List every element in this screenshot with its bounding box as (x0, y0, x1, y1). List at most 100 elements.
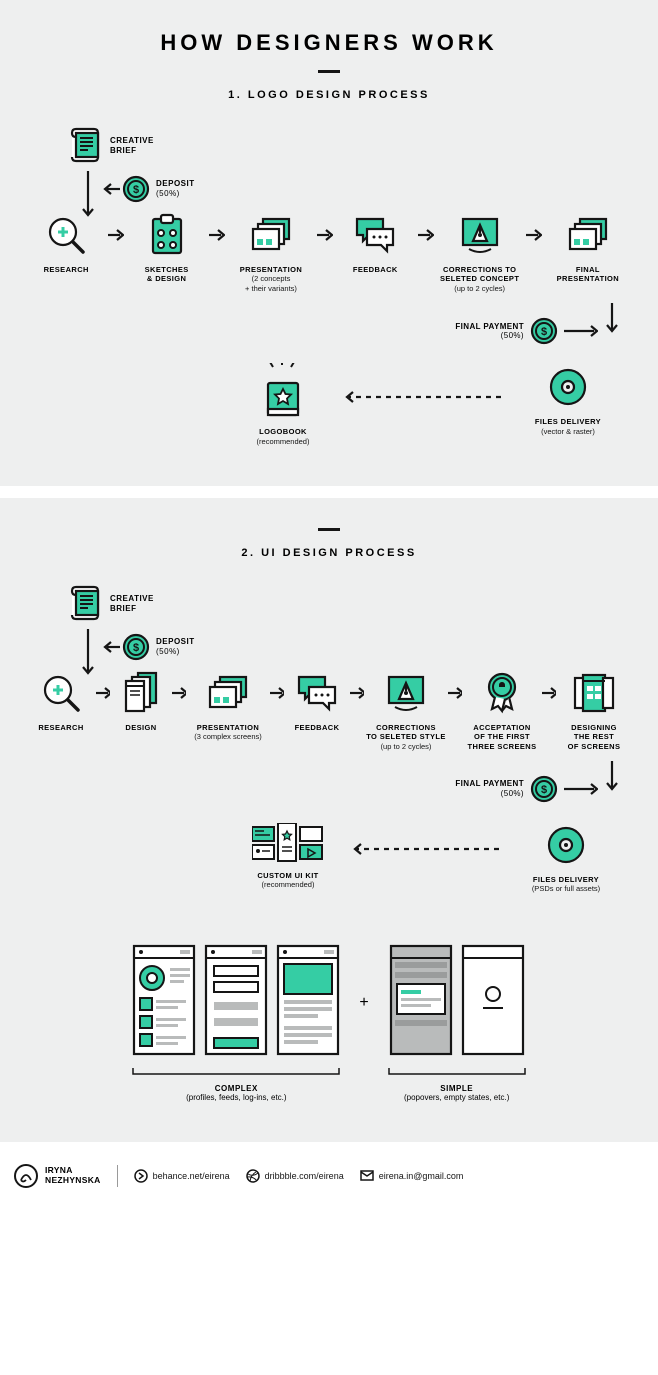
arrow-dash-left-icon (341, 391, 506, 403)
arrow-right-icon (542, 687, 556, 699)
arrow-right-icon (209, 229, 225, 241)
arrow-right-icon (270, 687, 284, 699)
brief-label: CREATIVE BRIEF (110, 594, 154, 613)
arrow-right-icon (526, 229, 542, 241)
arrow-right-icon (448, 687, 462, 699)
arrow-right-icon (317, 229, 333, 241)
badge-icon (482, 671, 522, 715)
author-logo-icon (14, 1164, 38, 1188)
screens-icon (122, 671, 160, 715)
magnifier-icon (45, 214, 87, 256)
step-rest: DESIGNING THE REST OF SCREENS (558, 669, 630, 751)
arrow-right-icon (350, 687, 364, 699)
brief-label: CREATIVE BRIEF (110, 136, 154, 155)
uikit-icon (252, 823, 324, 863)
arrow-left-icon (102, 183, 122, 195)
pen-icon (385, 673, 427, 713)
book-icon (262, 375, 304, 419)
scroll-icon (66, 585, 104, 623)
plus-sign: + (359, 994, 368, 1012)
complex-group: COMPLEX (profiles, feeds, log-ins, etc.) (131, 944, 341, 1102)
arrow-right-icon (172, 687, 186, 699)
step-acceptation: ACCEPTATION OF THE FIRST THREE SCREENS (464, 669, 540, 751)
step-presentation: PRESENTATION (2 concepts + their variant… (229, 211, 313, 293)
step-corrections: CORRECTIONS TO SELETED STYLE (up to 2 cy… (366, 669, 446, 751)
complex-label: COMPLEX (profiles, feeds, log-ins, etc.) (186, 1084, 286, 1102)
step-corrections: CORRECTIONS TO SELETED CONCEPT (up to 2 … (438, 211, 522, 293)
screen-mockup-icon (276, 944, 340, 1056)
final-payment: FINAL PAYMENT(50%) (455, 317, 598, 345)
screens2-icon (573, 672, 615, 714)
email-link[interactable]: eirena.in@gmail.com (360, 1170, 464, 1182)
deposit-label: DEPOSIT(50%) (156, 179, 195, 198)
simple-label: SIMPLE (popovers, empty states, etc.) (404, 1084, 509, 1102)
dribbble-icon (246, 1169, 260, 1183)
arrow-down-icon (606, 303, 618, 333)
arrow-right-icon (96, 687, 110, 699)
cards-icon (566, 215, 610, 255)
main-title: HOW DESIGNERS WORK (28, 30, 630, 56)
step-feedback: FEEDBACK (286, 669, 348, 732)
scroll-icon (66, 127, 104, 165)
arrow-right-icon (564, 783, 598, 795)
simple-group: SIMPLE (popovers, empty states, etc.) (387, 944, 527, 1102)
cards-icon (206, 673, 250, 713)
step-delivery: FILES DELIVERY (vector & raster) (518, 363, 618, 436)
mail-icon (360, 1170, 374, 1182)
pen-icon (459, 215, 501, 255)
arrow-circle-icon (134, 1169, 148, 1183)
screens-comparison: COMPLEX (profiles, feeds, log-ins, etc.)… (28, 944, 630, 1102)
step-research: RESEARCH (28, 669, 94, 732)
disc-icon (548, 367, 588, 407)
arrow-right-icon (108, 229, 124, 241)
step-feedback: FEEDBACK (337, 211, 413, 274)
arrow-right-icon (418, 229, 434, 241)
deposit-label: DEPOSIT(50%) (156, 637, 195, 656)
dribbble-link[interactable]: dribbble.com/eirena (246, 1169, 344, 1183)
separator (117, 1165, 118, 1187)
diagram-2: CREATIVE BRIEF DEPOSIT(50%) RESEARCH DES… (28, 585, 630, 1102)
magnifier-icon (40, 672, 82, 714)
behance-link[interactable]: behance.net/eirena (134, 1169, 230, 1183)
chat-icon (353, 215, 397, 255)
step-sketches: SKETCHES & DESIGN (128, 211, 204, 284)
step-delivery: FILES DELIVERY (PSDs or full assets) (514, 821, 618, 894)
screen-mockup-icon (204, 944, 268, 1056)
step-logobook: LOGOBOOK (recommended) (238, 363, 328, 446)
diagram-1: CREATIVE BRIEF DEPOSIT(50%) RESEARCH SKE… (28, 127, 630, 446)
step-presentation: PRESENTATION (3 complex screens) (188, 669, 268, 742)
coin-icon (530, 317, 558, 345)
panel-logo-process: HOW DESIGNERS WORK 1. LOGO DESIGN PROCES… (0, 0, 658, 486)
step-research: RESEARCH (28, 211, 104, 274)
screen-mockup-icon (389, 944, 453, 1056)
coin-icon (122, 633, 150, 661)
final-payment: FINAL PAYMENT(50%) (455, 775, 598, 803)
screen-mockup-icon (461, 944, 525, 1056)
steps-row-1: RESEARCH SKETCHES & DESIGN PRESENTATION … (28, 211, 630, 293)
cards-icon (249, 215, 293, 255)
steps-row-2: RESEARCH DESIGN PRESENTATION (3 complex … (28, 669, 630, 751)
panel-ui-process: 2. UI DESIGN PROCESS CREATIVE BRIEF DEPO… (0, 498, 658, 1142)
arrow-dash-left-icon (349, 843, 504, 855)
title-dash (318, 70, 340, 73)
chat-icon (295, 673, 339, 713)
clipboard-icon (147, 213, 187, 257)
coin-icon (122, 175, 150, 203)
section2-title: 2. UI DESIGN PROCESS (28, 547, 630, 559)
step-uikit: CUSTOM UI KIT (recommended) (238, 821, 338, 890)
footer: IRYNANEZHYNSKA behance.net/eirena dribbb… (0, 1154, 658, 1206)
step-final-presentation: FINAL PRESENTATION (546, 211, 630, 284)
section1-title: 1. LOGO DESIGN PROCESS (28, 89, 630, 101)
author: IRYNANEZHYNSKA (14, 1164, 101, 1188)
step-design: DESIGN (112, 669, 170, 732)
bracket-icon (131, 1066, 341, 1078)
arrow-right-icon (564, 325, 598, 337)
coin-icon (530, 775, 558, 803)
screen-mockup-icon (132, 944, 196, 1056)
title-dash (318, 528, 340, 531)
arrow-left-icon (102, 641, 122, 653)
sparkle-icon (262, 363, 304, 373)
bracket-icon (387, 1066, 527, 1078)
disc-icon (546, 825, 586, 865)
arrow-down-icon (606, 761, 618, 791)
